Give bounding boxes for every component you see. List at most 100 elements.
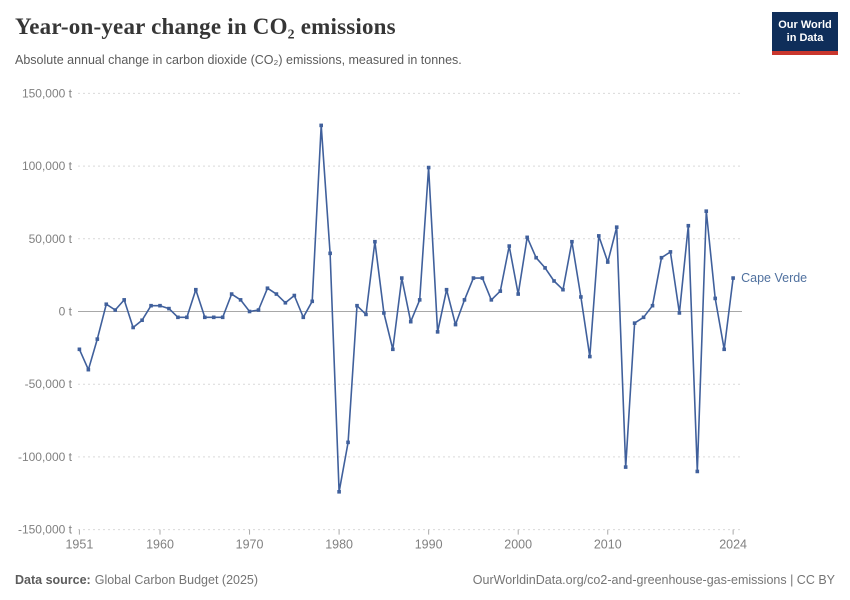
owid-logo: Our World in Data: [772, 12, 838, 55]
data-point-marker[interactable]: [489, 298, 494, 302]
logo-line-1: Our World: [778, 18, 832, 31]
x-tick-label: 1980: [325, 538, 353, 552]
data-point-marker[interactable]: [131, 325, 135, 330]
data-point-marker[interactable]: [552, 279, 556, 283]
data-point-marker[interactable]: [686, 223, 691, 228]
data-point-marker[interactable]: [480, 276, 485, 280]
data-point-marker[interactable]: [274, 292, 279, 296]
data-point-marker[interactable]: [623, 465, 628, 469]
data-point-marker[interactable]: [399, 276, 404, 280]
data-point-marker[interactable]: [579, 295, 583, 299]
data-point-marker[interactable]: [614, 225, 619, 229]
data-point-marker[interactable]: [77, 347, 82, 352]
data-point-marker[interactable]: [104, 302, 109, 307]
data-point-marker[interactable]: [319, 123, 323, 128]
data-point-marker[interactable]: [516, 292, 520, 296]
data-source-label: Data source:: [15, 573, 91, 587]
data-point-marker[interactable]: [498, 289, 503, 293]
page-title: Year-on-year change in CO₂ emissions: [15, 14, 396, 39]
logo-line-2: in Data: [786, 31, 824, 44]
entity-label[interactable]: Cape Verde: [741, 271, 807, 285]
data-point-marker[interactable]: [337, 489, 341, 494]
x-tick-label: 1990: [415, 538, 443, 552]
data-source: Data source: Global Carbon Budget (2025): [15, 573, 258, 587]
data-point-marker[interactable]: [525, 235, 529, 240]
data-point-marker[interactable]: [283, 300, 288, 305]
data-point-marker[interactable]: [507, 244, 512, 248]
y-tick-label: 50,000 t: [29, 232, 73, 246]
data-point-marker[interactable]: [534, 255, 538, 260]
data-point-marker[interactable]: [588, 354, 592, 359]
data-point-marker[interactable]: [328, 251, 332, 256]
data-point-marker[interactable]: [659, 255, 664, 260]
data-point-marker[interactable]: [238, 298, 243, 302]
data-point-marker[interactable]: [211, 315, 216, 320]
data-point-marker[interactable]: [140, 318, 144, 323]
x-tick-label: 1951: [65, 538, 93, 552]
data-point-marker[interactable]: [704, 209, 709, 213]
data-point-marker[interactable]: [695, 469, 700, 474]
x-tick-label: 1960: [146, 538, 174, 552]
data-point-marker[interactable]: [435, 330, 440, 334]
data-point-marker[interactable]: [346, 440, 350, 445]
y-tick-label: 0 t: [59, 305, 73, 319]
data-point-marker[interactable]: [265, 286, 270, 291]
data-point-marker[interactable]: [543, 266, 547, 270]
data-point-marker[interactable]: [364, 312, 368, 317]
data-point-marker[interactable]: [95, 337, 100, 341]
data-point-marker[interactable]: [301, 315, 306, 320]
data-point-marker[interactable]: [373, 239, 377, 244]
data-point-marker[interactable]: [355, 303, 359, 308]
data-point-marker[interactable]: [462, 298, 467, 302]
data-point-marker[interactable]: [220, 315, 225, 320]
data-point-marker[interactable]: [641, 315, 646, 320]
data-point-marker[interactable]: [247, 309, 252, 314]
data-point-marker[interactable]: [426, 165, 431, 170]
chart-footer: Data source: Global Carbon Budget (2025) …: [15, 573, 835, 587]
data-point-marker[interactable]: [417, 298, 422, 302]
data-point-marker[interactable]: [167, 306, 171, 311]
chart-subtitle: Absolute annual change in carbon dioxide…: [15, 53, 462, 67]
data-point-marker[interactable]: [632, 321, 637, 325]
x-tick-label: 2024: [719, 538, 747, 552]
citation-link[interactable]: OurWorldinData.org/co2-and-greenhouse-ga…: [472, 573, 835, 587]
data-point-marker[interactable]: [391, 347, 395, 352]
data-point-marker[interactable]: [382, 311, 386, 315]
data-point-marker[interactable]: [149, 303, 153, 308]
data-point-marker[interactable]: [722, 347, 726, 352]
data-point-marker[interactable]: [194, 287, 198, 292]
data-point-marker[interactable]: [561, 287, 565, 292]
data-point-marker[interactable]: [444, 287, 449, 292]
line-chart-canvas: 150,000 t 100,000 t 50,000 t 0 t -50,000 t -1…: [18, 86, 807, 552]
data-point-marker[interactable]: [113, 308, 118, 312]
data-point-marker[interactable]: [596, 234, 601, 238]
emissions-line[interactable]: [78, 124, 734, 493]
data-point-marker[interactable]: [408, 319, 413, 324]
data-point-marker[interactable]: [229, 292, 234, 296]
data-point-marker[interactable]: [310, 299, 315, 304]
data-point-marker[interactable]: [650, 303, 655, 308]
data-point-marker[interactable]: [471, 276, 476, 280]
data-point-marker[interactable]: [176, 315, 180, 320]
data-point-marker[interactable]: [256, 308, 261, 312]
data-point-marker[interactable]: [731, 276, 735, 280]
data-point-marker[interactable]: [202, 315, 207, 320]
data-point-marker[interactable]: [453, 322, 458, 327]
data-point-marker[interactable]: [122, 298, 126, 302]
data-point-marker[interactable]: [605, 260, 610, 264]
data-point-marker[interactable]: [185, 315, 189, 320]
y-tick-label: -50,000 t: [25, 377, 73, 391]
x-tick-label: 1970: [236, 538, 264, 552]
y-tick-label: 100,000 t: [22, 159, 73, 173]
data-point-marker[interactable]: [158, 303, 162, 308]
data-point-marker[interactable]: [570, 239, 574, 244]
y-tick-label: -100,000 t: [18, 450, 73, 464]
data-point-marker[interactable]: [292, 293, 297, 298]
x-tick-label: 2000: [504, 538, 532, 552]
y-tick-label: -150,000 t: [18, 523, 73, 537]
y-tick-label: 150,000 t: [22, 86, 73, 100]
data-point-marker[interactable]: [668, 250, 673, 254]
data-point-marker[interactable]: [713, 296, 718, 301]
data-point-marker[interactable]: [86, 367, 91, 372]
data-point-marker[interactable]: [677, 311, 682, 315]
